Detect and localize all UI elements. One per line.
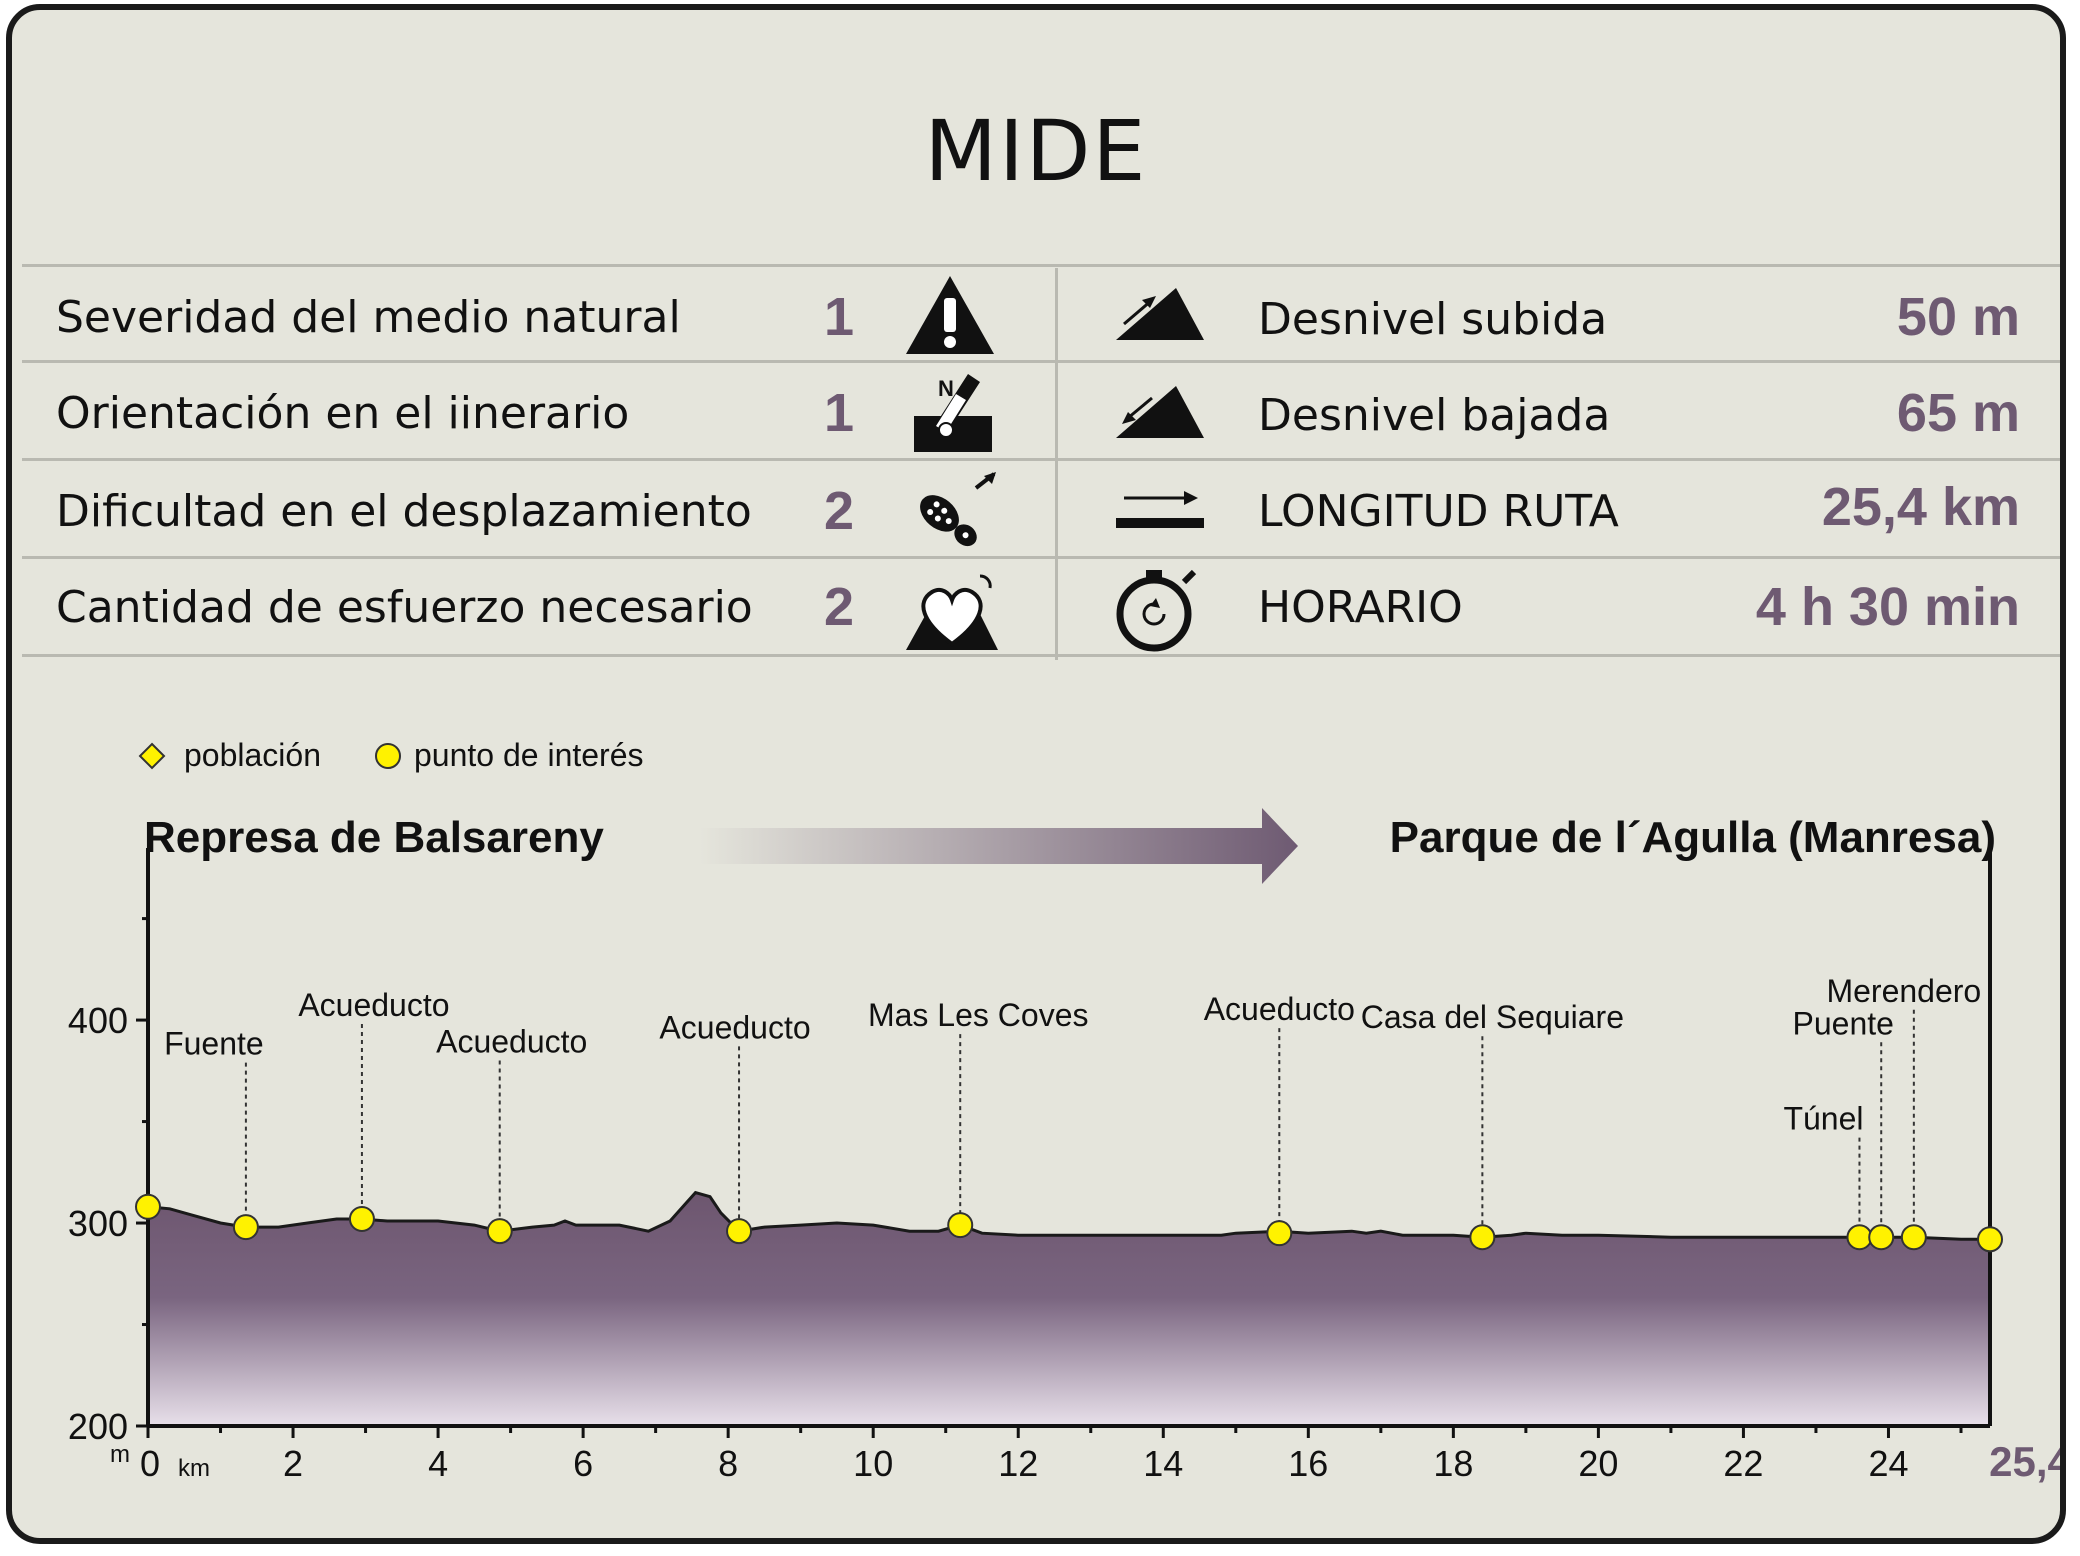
x-tick-label: 12 bbox=[998, 1443, 1038, 1484]
x-tick-label: 24 bbox=[1868, 1443, 1908, 1484]
mide-label-esfuerzo: Cantidad de esfuerzo necesario bbox=[56, 582, 753, 633]
table-rule bbox=[22, 360, 2060, 363]
x-tick-label: 2 bbox=[283, 1443, 303, 1484]
table-column-divider bbox=[1055, 268, 1058, 660]
x-tick-label: 0 bbox=[140, 1443, 160, 1484]
x-tick-label: 18 bbox=[1433, 1443, 1473, 1484]
heart-effort-icon bbox=[906, 574, 998, 650]
table-rule bbox=[22, 654, 2060, 657]
route-value-longitud: 25,4 km bbox=[1821, 477, 2020, 537]
elevation-profile-chart: población punto de interés Represa de Ba… bbox=[68, 737, 2060, 1485]
warning-triangle-icon bbox=[906, 276, 994, 354]
legend-label-punto: punto de interés bbox=[414, 737, 644, 773]
y-tick-label: 300 bbox=[68, 1203, 128, 1244]
route-label-horario: HORARIO bbox=[1258, 582, 1463, 633]
footprint-icon bbox=[920, 472, 996, 547]
poi-marker bbox=[1900, 1224, 1927, 1251]
y-tick-label: 400 bbox=[68, 1000, 128, 1041]
elevation-area bbox=[148, 1192, 1990, 1426]
table-rule bbox=[22, 264, 2060, 267]
distance-arrow-icon bbox=[1116, 491, 1204, 528]
route-value-bajada: 65 m bbox=[1896, 383, 2020, 443]
poi-label: Acueducto bbox=[659, 1009, 810, 1045]
route-value-horario: 4 h 30 min bbox=[1755, 577, 2020, 637]
legend-circle-icon bbox=[375, 743, 401, 769]
mide-title: MIDE bbox=[924, 102, 1148, 200]
x-tick-label: 4 bbox=[428, 1443, 448, 1484]
mide-label-orientacion: Orientación en el iinerario bbox=[56, 388, 630, 439]
x-tick-label: 20 bbox=[1578, 1443, 1618, 1484]
poi-marker bbox=[726, 1218, 753, 1245]
poi-label: Fuente bbox=[164, 1026, 264, 1062]
table-rule bbox=[22, 458, 2060, 461]
mide-value-dificultad: 2 bbox=[824, 481, 855, 541]
svg-text:N: N bbox=[938, 376, 954, 401]
mide-value-esfuerzo: 2 bbox=[824, 577, 855, 637]
mide-label-dificultad: Dificultad en el desplazamiento bbox=[56, 486, 752, 537]
poi-marker bbox=[1977, 1226, 2003, 1253]
mide-card: MIDE Severidad del medio natural 1 Orien… bbox=[6, 4, 2066, 1544]
poi-label: Acueducto bbox=[436, 1024, 587, 1060]
elevation-line bbox=[147, 1190, 1990, 1241]
poi-label: Casa del Sequiare bbox=[1361, 999, 1624, 1035]
poi-label: Acueducto bbox=[1204, 991, 1355, 1027]
legend-label-poblacion: población bbox=[184, 737, 321, 773]
poi-marker bbox=[947, 1212, 974, 1239]
table-rule bbox=[22, 556, 2060, 559]
route-label-longitud: LONGITUD RUTA bbox=[1258, 486, 1619, 537]
poi-marker bbox=[1868, 1224, 1895, 1251]
route-label-subida: Desnivel subida bbox=[1258, 294, 1608, 345]
compass-orientation-icon: N bbox=[914, 374, 992, 452]
poi-marker bbox=[1266, 1220, 1293, 1247]
x-axis-label: km bbox=[178, 1455, 210, 1482]
x-tick-label: 22 bbox=[1723, 1443, 1763, 1484]
direction-arrow bbox=[700, 808, 1298, 884]
descent-icon bbox=[1116, 386, 1204, 438]
ascent-icon bbox=[1116, 288, 1204, 340]
poi-label: Merendero bbox=[1826, 973, 1981, 1009]
poi-marker bbox=[1846, 1224, 1873, 1251]
x-tick-label: 14 bbox=[1143, 1443, 1183, 1484]
route-start-label: Represa de Balsareny bbox=[144, 813, 604, 862]
poi-marker bbox=[486, 1218, 513, 1245]
legend-diamond-icon bbox=[138, 742, 166, 770]
poi-label: Mas Les Coves bbox=[868, 997, 1089, 1033]
x-tick-label: 6 bbox=[573, 1443, 593, 1484]
x-end-label: 25,4 bbox=[1989, 1438, 2060, 1485]
mide-value-severidad: 1 bbox=[824, 287, 855, 347]
poi-marker bbox=[348, 1205, 375, 1232]
x-tick-label: 8 bbox=[718, 1443, 738, 1484]
route-label-bajada: Desnivel bajada bbox=[1258, 390, 1611, 441]
plot-area: 200300400m024681012141618202224km25,4Fue… bbox=[68, 848, 2060, 1485]
poi-marker bbox=[1469, 1224, 1496, 1251]
x-tick-label: 10 bbox=[853, 1443, 893, 1484]
poi-label: Acueducto bbox=[298, 987, 449, 1023]
poi-label: Puente bbox=[1793, 1005, 1894, 1041]
poi-label: Túnel bbox=[1783, 1101, 1863, 1137]
poi-marker bbox=[232, 1214, 259, 1241]
legend: población punto de interés bbox=[138, 737, 644, 773]
route-value-subida: 50 m bbox=[1896, 287, 2020, 347]
y-axis-label: m bbox=[110, 1441, 130, 1468]
y-tick-label: 200 bbox=[68, 1406, 128, 1447]
mide-value-orientacion: 1 bbox=[824, 383, 855, 443]
x-tick-label: 16 bbox=[1288, 1443, 1328, 1484]
mide-label-severidad: Severidad del medio natural bbox=[56, 292, 681, 343]
stopwatch-icon bbox=[1116, 569, 1197, 652]
route-end-label: Parque de l´Agulla (Manresa) bbox=[1390, 813, 1996, 862]
poi-marker bbox=[135, 1193, 161, 1220]
